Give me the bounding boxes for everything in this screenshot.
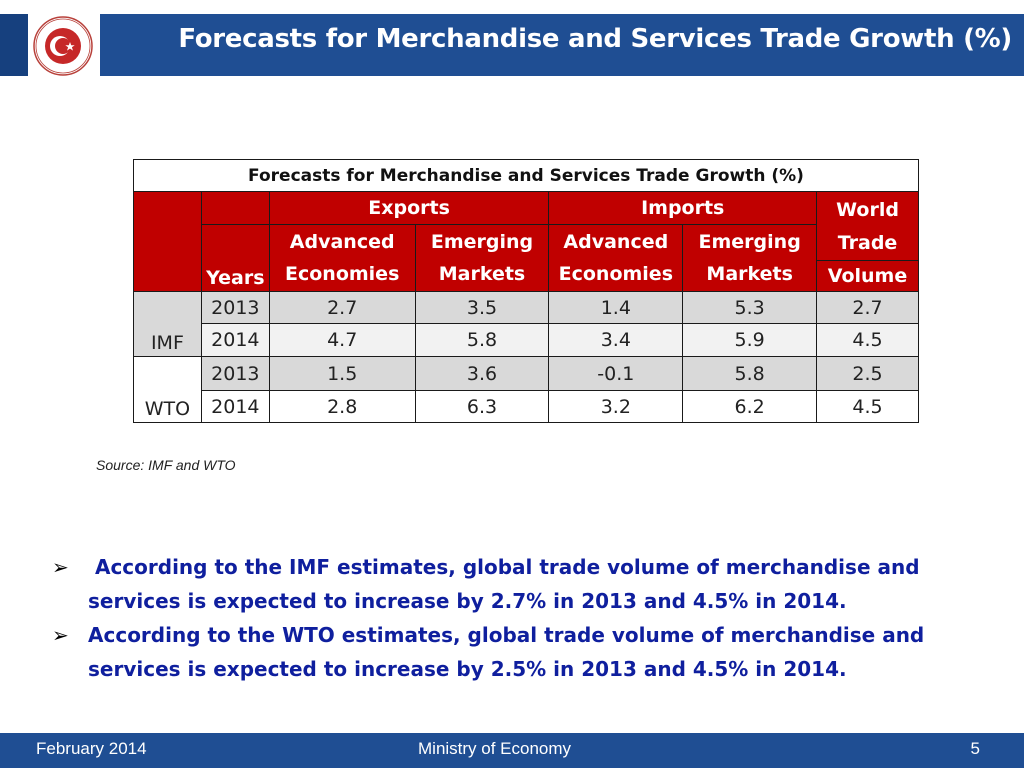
emg-line-1: Emerging: [430, 231, 534, 253]
table-cell: 4.7: [268, 323, 416, 357]
group-label-imf: IMF: [133, 291, 202, 357]
world-line-2: Trade: [837, 232, 898, 254]
arrow-bullet-icon: ➢: [52, 555, 69, 579]
title-bar-accent: [0, 14, 28, 76]
table-cell: -0.1: [548, 356, 684, 391]
bullet-item: ➢ According to the IMF estimates, global…: [52, 550, 982, 618]
bullet-list: ➢ According to the IMF estimates, global…: [52, 550, 982, 686]
year-cell: 2014: [200, 390, 270, 423]
table-cell: 3.5: [414, 291, 550, 324]
emg-line-1: Emerging: [698, 231, 801, 253]
world-trade-volume-header: World Trade: [816, 191, 919, 261]
table-cell: 5.9: [682, 323, 818, 357]
table-cell: 3.6: [414, 356, 550, 391]
exports-header: Exports: [268, 191, 550, 225]
exports-emerging-header: Emerging Markets: [414, 224, 550, 292]
forecast-table: Forecasts for Merchandise and Services T…: [133, 159, 919, 426]
bullet-text: According to the WTO estimates, global t…: [88, 623, 925, 681]
ministry-seal-logo: [33, 16, 93, 76]
slide-title: Forecasts for Merchandise and Services T…: [178, 24, 1012, 54]
table-cell: 5.8: [682, 356, 818, 391]
page-number: 5: [970, 739, 980, 758]
table-cell: 3.4: [548, 323, 684, 357]
imports-header: Imports: [548, 191, 818, 225]
table-cell: 4.5: [816, 323, 919, 357]
world-line-1: World: [836, 199, 899, 221]
table-cell: 2.7: [268, 291, 416, 324]
title-bar: Forecasts for Merchandise and Services T…: [0, 14, 1024, 76]
emg-line-2: Markets: [706, 263, 793, 285]
header-blank-cell: [133, 191, 202, 292]
adv-line-1: Advanced: [563, 231, 669, 253]
arrow-bullet-icon: ➢: [52, 623, 69, 647]
table-cell: 1.5: [268, 356, 416, 391]
table-cell: 2.5: [816, 356, 919, 391]
table-cell: 2.8: [268, 390, 416, 423]
year-cell: 2013: [200, 356, 270, 391]
footer-bar: February 2014 Ministry of Economy 5: [0, 733, 1024, 768]
table-cell: 6.2: [682, 390, 818, 423]
year-cell: 2014: [200, 323, 270, 357]
table-cell: 4.5: [816, 390, 919, 423]
adv-line-2: Economies: [285, 263, 400, 285]
table-cell: 2.7: [816, 291, 919, 324]
exports-advanced-header: Advanced Economies: [268, 224, 416, 292]
footer-org: Ministry of Economy: [418, 739, 572, 758]
emg-line-2: Markets: [438, 263, 526, 285]
bullet-text: According to the IMF estimates, global t…: [88, 555, 927, 613]
group-label-wto: WTO: [133, 356, 202, 423]
table-cell: 1.4: [548, 291, 684, 324]
table-cell: 3.2: [548, 390, 684, 423]
adv-line-1: Advanced: [289, 231, 395, 253]
imports-advanced-header: Advanced Economies: [548, 224, 684, 292]
year-cell: 2013: [200, 291, 270, 324]
years-header: Years: [200, 224, 270, 292]
table-caption: Forecasts for Merchandise and Services T…: [133, 159, 919, 192]
table-cell: 5.8: [414, 323, 550, 357]
imports-emerging-header: Emerging Markets: [682, 224, 818, 292]
table-cell: 5.3: [682, 291, 818, 324]
source-note: Source: IMF and WTO: [96, 457, 236, 473]
world-line-3: Volume: [816, 260, 919, 292]
table-cell: 6.3: [414, 390, 550, 423]
header-blank-cell: [200, 191, 270, 225]
footer-date: February 2014: [36, 739, 147, 758]
adv-line-2: Economies: [558, 263, 674, 285]
bullet-item: ➢ According to the WTO estimates, global…: [52, 618, 982, 686]
